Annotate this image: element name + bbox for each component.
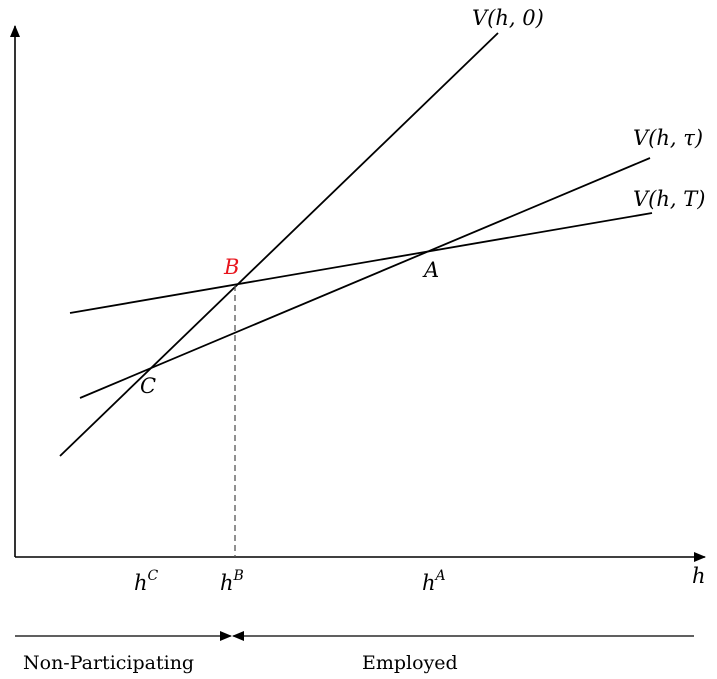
- region-label-employed: Employed: [362, 652, 458, 674]
- curve-v-h-tau: [79, 157, 651, 399]
- point-label-A: A: [422, 258, 439, 282]
- axes: h: [10, 25, 706, 588]
- tick-label-hB: hB: [220, 568, 244, 595]
- curve-label-v-h-tau: V(h, τ): [633, 126, 703, 150]
- point-label-C: C: [140, 374, 156, 398]
- curve-v-h-0: [59, 32, 499, 457]
- curve-label-v-h-0: V(h, 0): [472, 6, 544, 30]
- tick-label-hA: hA: [422, 568, 446, 595]
- region-label-non-participating: Non-Participating: [23, 652, 194, 674]
- curve-label-v-h-T: V(h, T): [633, 187, 705, 211]
- tick-label-hC: hC: [134, 568, 159, 595]
- point-label-B: B: [223, 255, 239, 279]
- x-axis-label: h: [692, 564, 706, 588]
- region-labels: Non-Participating Employed: [23, 652, 458, 674]
- axis-tick-labels: hC hB hA: [134, 568, 446, 595]
- curve-labels: V(h, 0) V(h, τ) V(h, T): [472, 6, 705, 211]
- intersection-labels: B A C: [140, 255, 439, 398]
- value-curves: [59, 32, 653, 457]
- curve-v-h-T: [69, 212, 653, 314]
